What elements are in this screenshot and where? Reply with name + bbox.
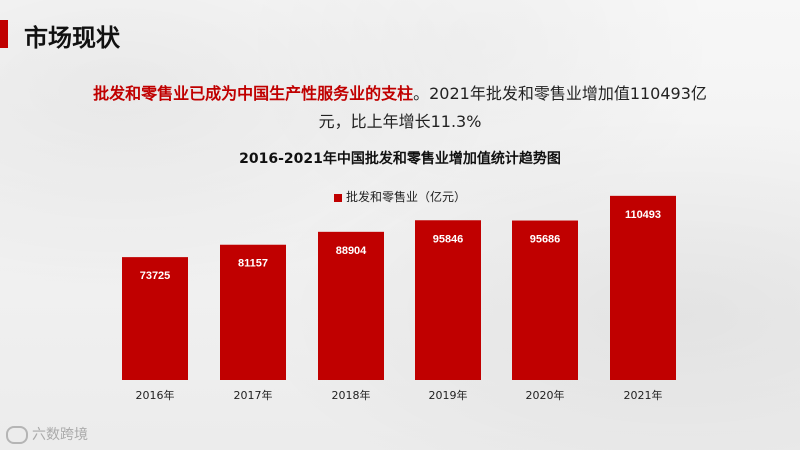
chart-legend: 批发和零售业（亿元） [0, 188, 800, 205]
logo-text: 六数跨境 [32, 427, 88, 443]
logo-mark-icon [6, 426, 28, 444]
data-label-0: 73725 [140, 270, 171, 282]
legend-swatch [333, 193, 342, 202]
x-tick-label-5: 2021年 [624, 388, 663, 402]
title-accent-bar [0, 20, 8, 48]
x-tick-label-1: 2017年 [234, 388, 273, 402]
summary-rest: 。2021年批发和零售业增加值110493亿元，比上年增长11.3% [318, 84, 707, 131]
x-tick-label-0: 2016年 [136, 388, 175, 402]
data-label-5: 110493 [625, 209, 661, 221]
summary-highlight: 批发和零售业已成为中国生产性服务业的支柱 [93, 84, 414, 103]
legend-label: 批发和零售业（亿元） [345, 190, 466, 204]
brand-logo: 六数跨境 [6, 424, 88, 444]
data-label-2: 88904 [336, 245, 367, 257]
page-title: 市场现状 [24, 24, 120, 52]
summary-text: 批发和零售业已成为中国生产性服务业的支柱。2021年批发和零售业增加值11049… [80, 80, 720, 136]
x-tick-label-2: 2018年 [332, 388, 371, 402]
x-tick-label-3: 2019年 [429, 388, 468, 402]
x-tick-label-4: 2020年 [526, 388, 565, 402]
bar-4 [512, 220, 578, 380]
data-label-3: 95846 [433, 233, 464, 245]
bar-0 [122, 257, 188, 380]
bar-3 [415, 220, 481, 380]
data-label-4: 95686 [530, 234, 561, 246]
bar-2 [318, 231, 384, 380]
data-label-1: 81157 [238, 258, 268, 270]
chart-title: 2016-2021年中国批发和零售业增加值统计趋势图 [239, 151, 561, 167]
bar-5 [610, 195, 676, 380]
bar-1 [220, 244, 286, 380]
